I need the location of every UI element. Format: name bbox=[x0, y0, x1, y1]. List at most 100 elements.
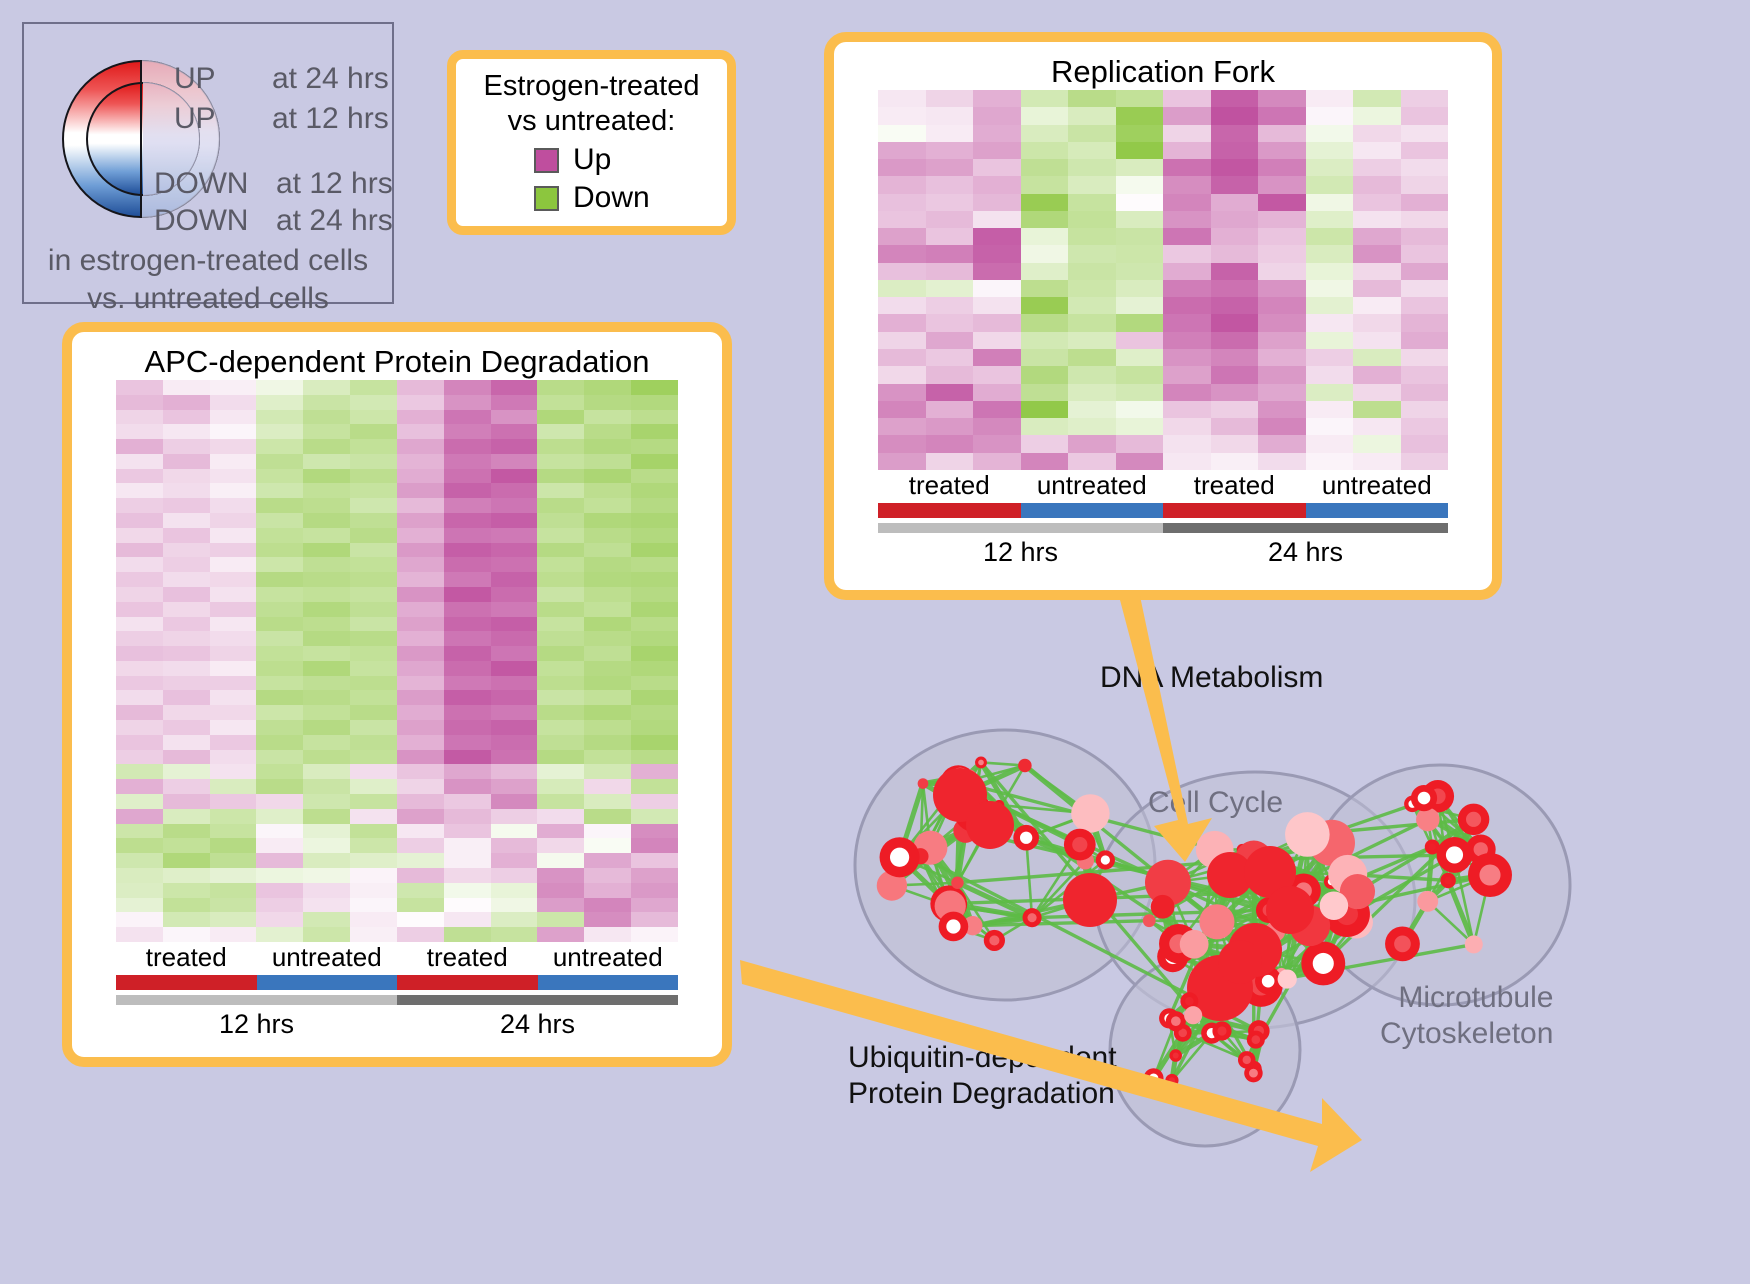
heatmap-cell bbox=[1068, 297, 1116, 314]
heatmap-cell bbox=[444, 853, 491, 868]
heatmap-cell bbox=[256, 705, 303, 720]
color-wheel-legend: UP at 24 hrs UP at 12 hrs DOWN at 12 hrs… bbox=[22, 22, 394, 304]
heatmap-cell bbox=[1353, 349, 1401, 366]
heatmap-cell bbox=[1163, 418, 1211, 435]
network-node-core bbox=[1171, 1016, 1181, 1026]
heatmap-cell bbox=[926, 435, 974, 452]
heatmap-cell bbox=[1163, 435, 1211, 452]
heatmap-cell bbox=[491, 690, 538, 705]
axis-replication-fork: treated untreated treated untreated 12 h… bbox=[878, 470, 1448, 568]
network-node bbox=[1465, 935, 1483, 953]
heatmap-cell bbox=[631, 410, 678, 425]
network-node bbox=[966, 801, 1014, 849]
heatmap-cell bbox=[631, 912, 678, 927]
condition-labels-apc: treated untreated treated untreated bbox=[116, 942, 678, 973]
heatmap-cell bbox=[1163, 228, 1211, 245]
network-node bbox=[1180, 930, 1209, 959]
heatmap-cell bbox=[1306, 349, 1354, 366]
heatmap-cell bbox=[303, 720, 350, 735]
heatmap-cell bbox=[350, 661, 397, 676]
heatmap-cell bbox=[397, 764, 444, 779]
heatmap-cell bbox=[163, 617, 210, 632]
heatmap-cell bbox=[537, 513, 584, 528]
heatmap-cell bbox=[397, 631, 444, 646]
heatmap-cell bbox=[491, 794, 538, 809]
heatmap-cell bbox=[584, 735, 631, 750]
heatmap-cell bbox=[878, 263, 926, 280]
heatmap-cell bbox=[444, 779, 491, 794]
heatmap-cell bbox=[537, 557, 584, 572]
heatmap-cell bbox=[116, 927, 163, 942]
heatmap-cell bbox=[444, 410, 491, 425]
heatmap-cell bbox=[1116, 401, 1164, 418]
heatmap-cell bbox=[163, 410, 210, 425]
heatmap-cell bbox=[537, 380, 584, 395]
heatmap-cell bbox=[1401, 401, 1449, 418]
heatmap-cell bbox=[350, 602, 397, 617]
cluster-label-microtubule-cytoskeleton: Microtubule Cytoskeleton bbox=[1380, 980, 1553, 1052]
heatmap-cell bbox=[1116, 228, 1164, 245]
heatmap-cell bbox=[1068, 349, 1116, 366]
heatmap-cell bbox=[1211, 125, 1259, 142]
heatmap-cell bbox=[1306, 107, 1354, 124]
heatmap-cell bbox=[444, 424, 491, 439]
heatmap-cell bbox=[926, 332, 974, 349]
cluster-label-ubiquitin-degradation: Ubiquitin-dependent Protein Degradation bbox=[848, 1040, 1117, 1112]
network-node-core bbox=[1169, 1077, 1175, 1083]
heatmap-cell bbox=[1021, 314, 1069, 331]
heatmap-cell bbox=[491, 587, 538, 602]
heatmap-cell bbox=[1353, 176, 1401, 193]
heatmap-cell bbox=[210, 631, 257, 646]
heatmap-cell bbox=[444, 764, 491, 779]
heatmap-cell bbox=[256, 557, 303, 572]
heatmap-cell bbox=[973, 245, 1021, 262]
heatmap-cell bbox=[584, 602, 631, 617]
heatmap-cell bbox=[631, 557, 678, 572]
heatmap-cell bbox=[303, 838, 350, 853]
heatmap-cell bbox=[303, 883, 350, 898]
heatmap-cell bbox=[210, 868, 257, 883]
heatmap-cell bbox=[397, 661, 444, 676]
heatmap-cell bbox=[1021, 332, 1069, 349]
heatmap-cell bbox=[1116, 176, 1164, 193]
heatmap-cell bbox=[1401, 384, 1449, 401]
heatmap-cell bbox=[303, 646, 350, 661]
heatmap-cell bbox=[210, 750, 257, 765]
network-node bbox=[1417, 891, 1438, 912]
heatmap-cell bbox=[1401, 435, 1449, 452]
heatmap-cell bbox=[116, 705, 163, 720]
heatmap-cell bbox=[491, 720, 538, 735]
heatmap-cell bbox=[303, 764, 350, 779]
heatmap-cell bbox=[584, 824, 631, 839]
heatmap-cell bbox=[303, 750, 350, 765]
heatmap-cell bbox=[444, 883, 491, 898]
updown-legend-title: Estrogen-treated vs untreated: bbox=[456, 59, 727, 139]
heatmap-cell bbox=[584, 676, 631, 691]
heatmap-cell bbox=[1068, 142, 1116, 159]
heatmap-cell bbox=[163, 498, 210, 513]
heatmap-cell bbox=[210, 927, 257, 942]
heatmap-cell bbox=[878, 435, 926, 452]
heatmap-cell bbox=[631, 779, 678, 794]
heatmap-cell bbox=[116, 824, 163, 839]
heatmap-cell bbox=[397, 602, 444, 617]
heatmap-cell bbox=[1401, 107, 1449, 124]
heatmap-cell bbox=[350, 543, 397, 558]
heatmap-cell bbox=[397, 676, 444, 691]
heatmap-cell bbox=[303, 661, 350, 676]
heatmap-cell bbox=[1353, 401, 1401, 418]
heatmap-cell bbox=[1306, 176, 1354, 193]
heatmap-cell bbox=[444, 720, 491, 735]
heatmap-cell bbox=[1116, 314, 1164, 331]
heatmap-cell bbox=[1163, 263, 1211, 280]
heatmap-cell bbox=[350, 424, 397, 439]
heatmap-cell bbox=[210, 498, 257, 513]
heatmap-cell bbox=[163, 735, 210, 750]
heatmap-cell bbox=[537, 572, 584, 587]
heatmap-cell bbox=[116, 631, 163, 646]
heatmap-apc-degradation bbox=[116, 380, 678, 942]
heatmap-cell bbox=[210, 617, 257, 632]
heatmap-cell bbox=[397, 853, 444, 868]
heatmap-cell bbox=[256, 572, 303, 587]
heatmap-cell bbox=[491, 380, 538, 395]
